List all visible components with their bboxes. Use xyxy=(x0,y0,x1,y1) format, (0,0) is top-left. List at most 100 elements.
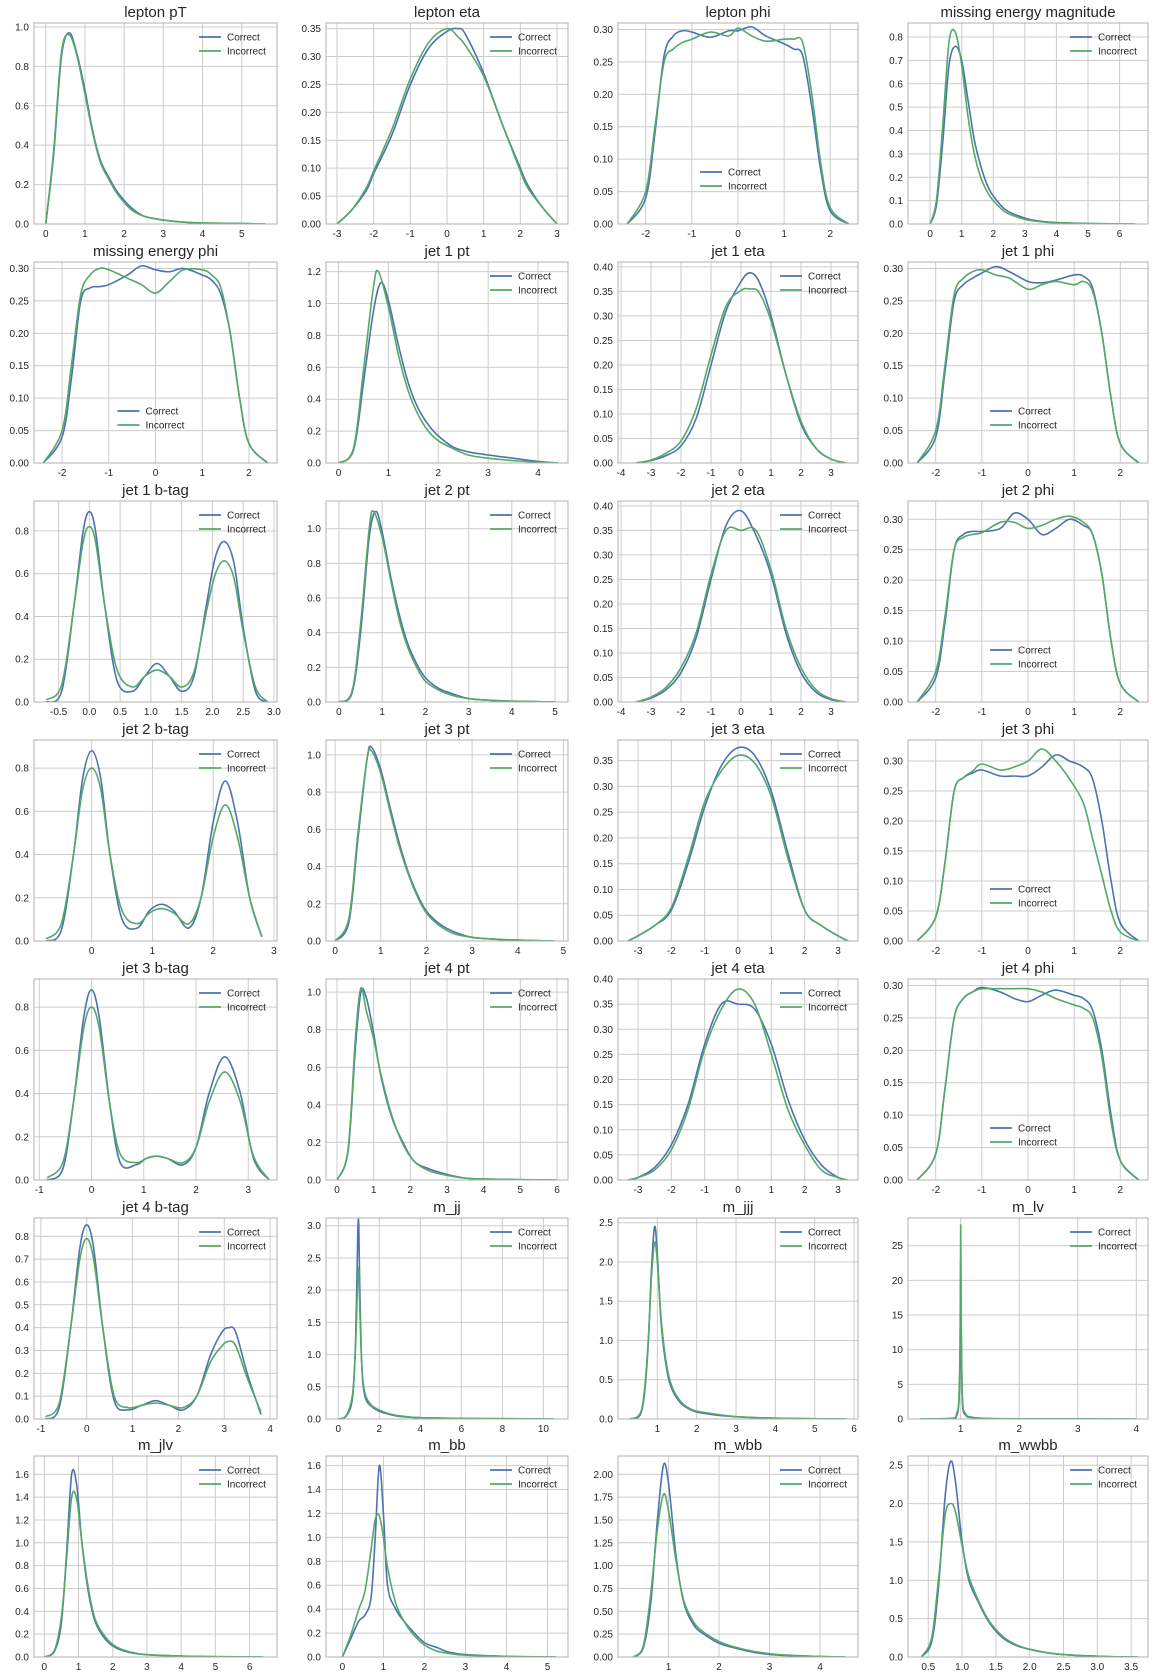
y-tick-label: 0.40 xyxy=(594,262,614,273)
x-tick-label: 0 xyxy=(336,707,342,718)
y-tick-label: 0.6 xyxy=(307,1581,321,1592)
x-tick-label: 1 xyxy=(82,229,88,240)
y-tick-label: 0.10 xyxy=(884,394,904,405)
series-line-incorrect xyxy=(44,33,266,224)
y-tick-label: 0.6 xyxy=(15,1277,29,1288)
x-tick-label: 2 xyxy=(422,1662,428,1673)
x-tick-label: 1 xyxy=(1071,707,1077,718)
series-line-correct xyxy=(626,25,850,224)
subplot: 0 1 2 3 4 5 0.0 0.2 0.4 0.6 0.8 1.0 jet 3 pt Correct I… xyxy=(307,721,569,957)
y-tick-label: 0.1 xyxy=(15,1392,29,1403)
y-tick-label: 0.8 xyxy=(15,764,29,775)
plot-frame xyxy=(325,261,569,464)
y-tick-label: 1.2 xyxy=(15,1515,29,1526)
x-tick-label: -1 xyxy=(977,946,986,957)
x-tick-label: 1 xyxy=(1071,946,1077,957)
plot-frame xyxy=(617,261,859,464)
y-tick-label: 0.2 xyxy=(15,180,29,191)
subplot-title: jet 1 phi xyxy=(1001,243,1055,260)
y-tick-label: 1.0 xyxy=(889,1576,903,1587)
x-tick-label: 4 xyxy=(178,1662,184,1673)
x-tick-label: 2 xyxy=(193,1185,199,1196)
plot-area xyxy=(908,1456,1148,1657)
legend-label: Correct xyxy=(518,989,551,1000)
subplot-title: jet 4 pt xyxy=(423,960,470,977)
y-tick-label: 0 xyxy=(897,1415,903,1426)
series-line-incorrect xyxy=(44,1237,262,1418)
x-tick-label: 0.5 xyxy=(113,707,127,718)
x-tick-label: 2 xyxy=(435,468,441,479)
x-tick-label: -1 xyxy=(700,1185,709,1196)
x-tick-label: -2 xyxy=(931,1185,940,1196)
series-line-correct xyxy=(635,509,847,702)
x-tick-label: -1 xyxy=(406,229,415,240)
x-tick-label: 0 xyxy=(89,946,95,957)
y-tick-label: 0.00 xyxy=(594,698,614,709)
x-tick-label: 3 xyxy=(828,707,834,718)
y-tick-label: 0.2 xyxy=(15,1369,29,1380)
x-tick-label: 2 xyxy=(1016,1424,1022,1435)
y-tick-label: 1.0 xyxy=(307,988,321,999)
y-tick-label: 1.6 xyxy=(15,1470,29,1481)
y-tick-label: 0.15 xyxy=(594,122,614,133)
legend-label: Correct xyxy=(227,1228,260,1239)
x-tick-label: 1 xyxy=(141,1185,147,1196)
series-line-correct xyxy=(337,281,559,463)
legend: Correct Incorrect xyxy=(780,511,847,536)
x-tick-label: 3 xyxy=(444,1185,450,1196)
y-tick-label: 5 xyxy=(897,1380,903,1391)
series-line-incorrect xyxy=(45,767,263,940)
y-tick-label: 0.2 xyxy=(307,1138,321,1149)
y-tick-label: 2.5 xyxy=(889,1461,903,1472)
y-tick-label: 1.0 xyxy=(307,524,321,535)
y-tick-label: 0.35 xyxy=(594,756,614,767)
y-tick-label: 0.05 xyxy=(594,673,614,684)
series-line-correct xyxy=(336,27,558,224)
y-tick-label: 0.6 xyxy=(307,825,321,836)
subplot-title: jet 1 b-tag xyxy=(121,482,189,499)
y-tick-label: 0.7 xyxy=(889,56,903,67)
plot-frame xyxy=(33,261,278,464)
legend: Correct Incorrect xyxy=(490,989,557,1014)
subplot: 0 1 2 3 4 0.0 0.2 0.4 0.6 0.8 1.0 1.2 jet 1 pt Correc… xyxy=(307,243,569,479)
subplot: 0 1 2 3 4 5 6 0.0 0.2 0.4 0.6 0.8 1.0 1.2 1.4 1.6 m_jlv C… xyxy=(15,1437,278,1673)
x-tick-label: 2 xyxy=(694,1424,700,1435)
subplot-title: m_bb xyxy=(428,1437,466,1454)
plot-area xyxy=(34,1456,277,1657)
legend-label: Correct xyxy=(227,1466,260,1477)
x-tick-label: 2 xyxy=(802,1185,808,1196)
y-tick-label: 1.5 xyxy=(599,1297,613,1308)
x-tick-label: -3 xyxy=(647,707,656,718)
y-tick-label: 15 xyxy=(892,1311,904,1322)
y-tick-label: 1.25 xyxy=(594,1538,614,1549)
x-tick-label: 2 xyxy=(176,1424,182,1435)
x-tick-label: 2 xyxy=(1118,707,1124,718)
x-tick-label: 0 xyxy=(41,1662,47,1673)
y-tick-label: 0.00 xyxy=(594,459,614,470)
y-tick-label: 1.5 xyxy=(889,1537,903,1548)
y-tick-label: 0.30 xyxy=(594,550,614,561)
y-tick-label: 0.1 xyxy=(889,196,903,207)
x-tick-label: 4 xyxy=(418,1424,424,1435)
x-tick-label: 1 xyxy=(379,707,385,718)
y-tick-label: 0.40 xyxy=(594,501,614,512)
y-tick-label: 0.30 xyxy=(10,264,30,275)
legend-label: Incorrect xyxy=(518,525,557,536)
x-tick-label: 3 xyxy=(1022,229,1028,240)
plot-frame xyxy=(907,1455,1149,1658)
legend: Correct Incorrect xyxy=(1070,1466,1137,1491)
x-tick-label: 3 xyxy=(767,1662,773,1673)
y-tick-label: 0.15 xyxy=(884,847,904,858)
y-tick-label: 0.25 xyxy=(594,336,614,347)
y-tick-label: 0.2 xyxy=(889,173,903,184)
y-tick-label: 25 xyxy=(892,1241,904,1252)
x-tick-label: -1 xyxy=(700,946,709,957)
subplot-title: jet 2 eta xyxy=(710,482,765,499)
y-tick-label: 0.8 xyxy=(15,1232,29,1243)
y-tick-label: 0.25 xyxy=(594,808,614,819)
y-tick-label: 0.10 xyxy=(594,409,614,420)
plot-area xyxy=(618,1456,858,1657)
subplot: -2 -1 0 1 2 0.00 0.05 0.10 0.15 0.20 0.25 0.30 jet 4… xyxy=(884,960,1149,1196)
y-tick-label: 0.05 xyxy=(884,1143,904,1154)
x-tick-label: 1 xyxy=(655,1424,661,1435)
